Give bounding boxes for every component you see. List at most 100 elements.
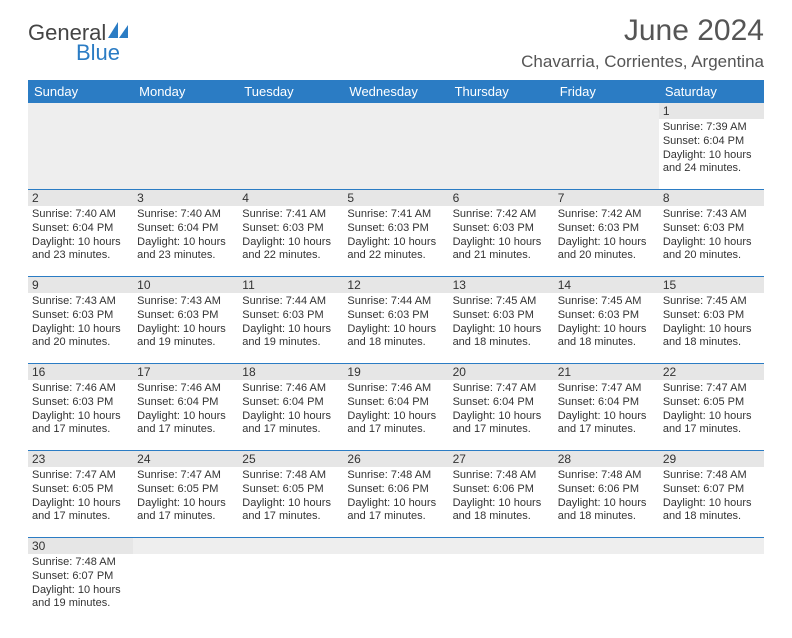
sunrise-text: Sunrise: 7:48 AM <box>242 469 339 483</box>
day-number-cell: 8 <box>659 190 764 206</box>
empty-cell <box>449 103 554 119</box>
empty-cell <box>659 538 764 554</box>
day-number-cell: 20 <box>449 364 554 380</box>
day-number-cell: 4 <box>238 190 343 206</box>
daylight-text: Daylight: 10 hours and 18 minutes. <box>558 323 655 351</box>
empty-cell <box>238 538 343 554</box>
day-number-row: 1 <box>28 103 764 119</box>
day-number: 2 <box>32 191 129 205</box>
day-number-cell: 6 <box>449 190 554 206</box>
daylight-text: Daylight: 10 hours and 23 minutes. <box>137 236 234 264</box>
sunset-text: Sunset: 6:03 PM <box>663 222 760 236</box>
daylight-text: Daylight: 10 hours and 17 minutes. <box>453 410 550 438</box>
daylight-text: Daylight: 10 hours and 23 minutes. <box>32 236 129 264</box>
empty-cell <box>554 554 659 624</box>
sunrise-text: Sunrise: 7:42 AM <box>453 208 550 222</box>
sunrise-text: Sunrise: 7:43 AM <box>137 295 234 309</box>
empty-cell <box>238 119 343 189</box>
day-number-cell: 14 <box>554 277 659 293</box>
day-cell: Sunrise: 7:47 AMSunset: 6:05 PMDaylight:… <box>133 467 238 537</box>
day-number-cell: 19 <box>343 364 448 380</box>
empty-cell <box>449 554 554 624</box>
sunrise-text: Sunrise: 7:48 AM <box>558 469 655 483</box>
day-cell: Sunrise: 7:42 AMSunset: 6:03 PMDaylight:… <box>449 206 554 276</box>
sunset-text: Sunset: 6:03 PM <box>453 309 550 323</box>
logo: General Blue <box>28 20 130 72</box>
empty-cell <box>133 538 238 554</box>
day-number: 24 <box>137 452 234 466</box>
day-cell: Sunrise: 7:47 AMSunset: 6:05 PMDaylight:… <box>28 467 133 537</box>
day-cell: Sunrise: 7:47 AMSunset: 6:04 PMDaylight:… <box>554 380 659 450</box>
day-cell: Sunrise: 7:46 AMSunset: 6:03 PMDaylight:… <box>28 380 133 450</box>
day-number: 6 <box>453 191 550 205</box>
sunrise-text: Sunrise: 7:48 AM <box>347 469 444 483</box>
day-cell: Sunrise: 7:47 AMSunset: 6:05 PMDaylight:… <box>659 380 764 450</box>
daylight-text: Daylight: 10 hours and 17 minutes. <box>137 497 234 525</box>
daylight-text: Daylight: 10 hours and 22 minutes. <box>242 236 339 264</box>
day-cell: Sunrise: 7:39 AMSunset: 6:04 PMDaylight:… <box>659 119 764 189</box>
day-number: 14 <box>558 278 655 292</box>
sunset-text: Sunset: 6:03 PM <box>32 396 129 410</box>
day-number: 21 <box>558 365 655 379</box>
day-number-cell: 17 <box>133 364 238 380</box>
week-row: Sunrise: 7:46 AM Sunset: 6:03 PM Daylight:… <box>28 380 764 451</box>
day-cell: Sunrise: 7:42 AMSunset: 6:03 PMDaylight:… <box>554 206 659 276</box>
day-cell: Sunrise: 7:48 AMSunset: 6:05 PMDaylight:… <box>238 467 343 537</box>
week-row: Sunrise: 7:43 AM Sunset: 6:03 PM Daylight:… <box>28 293 764 364</box>
day-number: 13 <box>453 278 550 292</box>
day-number-cell: 28 <box>554 451 659 467</box>
logo-text-blue: Blue <box>76 40 120 65</box>
day-number: 28 <box>558 452 655 466</box>
day-number-cell: 21 <box>554 364 659 380</box>
sunset-text: Sunset: 6:07 PM <box>32 570 129 584</box>
sunset-text: Sunset: 6:03 PM <box>558 222 655 236</box>
sunrise-text: Sunrise: 7:47 AM <box>558 382 655 396</box>
day-number: 3 <box>137 191 234 205</box>
sunset-text: Sunset: 6:04 PM <box>663 135 760 149</box>
day-number-row: 9101112131415 <box>28 277 764 293</box>
day-number-cell: 7 <box>554 190 659 206</box>
sunrise-text: Sunrise: 7:48 AM <box>32 556 129 570</box>
empty-cell <box>659 554 764 624</box>
empty-cell <box>28 119 133 189</box>
day-number-cell: 12 <box>343 277 448 293</box>
week-row: Sunrise: 7:47 AM Sunset: 6:05 PM Daylight:… <box>28 467 764 538</box>
day-number-row: 30 <box>28 538 764 554</box>
day-number-cell: 22 <box>659 364 764 380</box>
day-number: 27 <box>453 452 550 466</box>
sunrise-text: Sunrise: 7:46 AM <box>137 382 234 396</box>
day-cell: Sunrise: 7:46 AMSunset: 6:04 PMDaylight:… <box>133 380 238 450</box>
day-number-cell: 13 <box>449 277 554 293</box>
month-title: June 2024 <box>521 14 764 48</box>
empty-cell <box>133 119 238 189</box>
day-number: 9 <box>32 278 129 292</box>
day-number-cell: 2 <box>28 190 133 206</box>
day-number: 12 <box>347 278 444 292</box>
day-cell: Sunrise: 7:44 AMSunset: 6:03 PMDaylight:… <box>238 293 343 363</box>
day-number-cell: 10 <box>133 277 238 293</box>
daylight-text: Daylight: 10 hours and 24 minutes. <box>663 149 760 177</box>
empty-cell <box>133 103 238 119</box>
day-header: Sunday <box>28 80 133 103</box>
day-number: 25 <box>242 452 339 466</box>
sunset-text: Sunset: 6:04 PM <box>137 222 234 236</box>
sunrise-text: Sunrise: 7:47 AM <box>137 469 234 483</box>
sunset-text: Sunset: 6:04 PM <box>347 396 444 410</box>
empty-cell <box>554 538 659 554</box>
day-number: 8 <box>663 191 760 205</box>
sunset-text: Sunset: 6:05 PM <box>32 483 129 497</box>
day-cell: Sunrise: 7:48 AMSunset: 6:06 PMDaylight:… <box>343 467 448 537</box>
empty-cell <box>343 119 448 189</box>
sunset-text: Sunset: 6:05 PM <box>663 396 760 410</box>
day-number-cell: 18 <box>238 364 343 380</box>
day-number-cell: 23 <box>28 451 133 467</box>
day-cell: Sunrise: 7:41 AMSunset: 6:03 PMDaylight:… <box>343 206 448 276</box>
sunset-text: Sunset: 6:03 PM <box>663 309 760 323</box>
day-cell: Sunrise: 7:47 AMSunset: 6:04 PMDaylight:… <box>449 380 554 450</box>
sunset-text: Sunset: 6:03 PM <box>347 222 444 236</box>
day-number-cell: 16 <box>28 364 133 380</box>
title-block: June 2024 Chavarria, Corrientes, Argenti… <box>521 14 764 72</box>
day-number-cell: 24 <box>133 451 238 467</box>
sunrise-text: Sunrise: 7:44 AM <box>242 295 339 309</box>
empty-cell <box>343 103 448 119</box>
